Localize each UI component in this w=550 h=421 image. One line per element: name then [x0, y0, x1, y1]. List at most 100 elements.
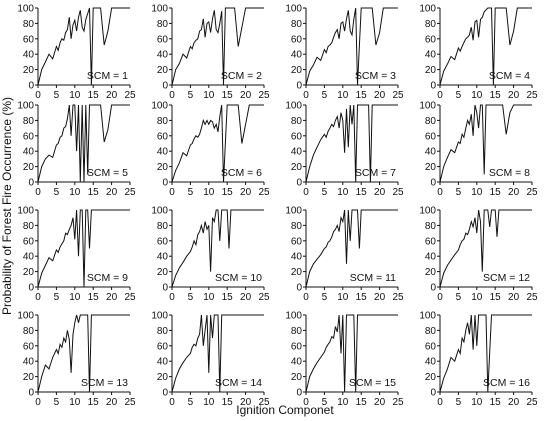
y-tick-label: 20 — [23, 267, 35, 278]
y-tick-label: 100 — [151, 4, 168, 15]
x-tick-label: 10 — [69, 292, 81, 303]
panel-label: SCM = 5 — [87, 167, 128, 179]
y-tick-label: 40 — [23, 357, 35, 368]
probability-series-line — [171, 7, 264, 86]
y-tick-label: 40 — [291, 147, 303, 158]
x-tick-label: 20 — [106, 397, 118, 408]
y-tick-label: 40 — [425, 50, 437, 61]
x-tick-label: 0 — [303, 187, 309, 198]
x-tick-label: 10 — [203, 397, 215, 408]
probability-series-line — [439, 104, 532, 183]
y-tick-label: 100 — [17, 4, 34, 15]
probability-series-line — [305, 209, 398, 288]
probability-series-line — [37, 104, 130, 183]
x-tick-label: 25 — [526, 292, 538, 303]
y-tick-label: 80 — [157, 221, 169, 232]
x-tick-label: 15 — [88, 292, 100, 303]
x-tick-label: 25 — [526, 397, 538, 408]
panel-label: SCM = 4 — [489, 70, 530, 82]
x-tick-label: 5 — [456, 292, 462, 303]
x-tick-label: 15 — [88, 187, 100, 198]
chart-panel-2: 0 20 40 60 80 100 0 5 10 15 20 25 SCM = 2 — [151, 4, 270, 102]
x-tick-label: 10 — [69, 90, 81, 101]
x-tick-label: 15 — [490, 187, 502, 198]
x-tick-label: 15 — [88, 397, 100, 408]
x-tick-label: 10 — [203, 187, 215, 198]
x-tick-label: 0 — [35, 397, 41, 408]
x-tick-label: 25 — [392, 397, 404, 408]
x-tick-label: 0 — [303, 397, 309, 408]
y-tick-label: 100 — [17, 311, 34, 322]
panel-label: SCM = 12 — [483, 272, 530, 284]
x-tick-label: 15 — [222, 90, 234, 101]
y-tick-label: 60 — [291, 34, 303, 45]
x-tick-label: 15 — [490, 292, 502, 303]
chart-panel-12: 0 20 40 60 80 100 0 5 10 15 20 25 SCM = 12 — [419, 206, 538, 304]
x-tick-label: 5 — [322, 292, 328, 303]
x-tick-label: 20 — [106, 187, 118, 198]
y-tick-label: 0 — [296, 178, 302, 189]
probability-series-line — [37, 7, 130, 86]
probability-series-line — [37, 314, 130, 393]
x-tick-label: 5 — [322, 90, 328, 101]
y-tick-label: 20 — [157, 65, 169, 76]
x-tick-label: 0 — [169, 90, 175, 101]
y-tick-label: 0 — [296, 283, 302, 294]
x-tick-label: 20 — [240, 90, 252, 101]
y-tick-label: 60 — [425, 236, 437, 247]
x-tick-label: 5 — [188, 90, 194, 101]
y-tick-label: 80 — [23, 221, 35, 232]
y-tick-label: 100 — [17, 101, 34, 112]
x-tick-label: 10 — [337, 90, 349, 101]
panel-label: SCM = 15 — [349, 377, 396, 389]
probability-series-line — [305, 104, 398, 183]
panel-label: SCM = 11 — [350, 272, 396, 284]
x-tick-label: 10 — [203, 90, 215, 101]
x-tick-label: 25 — [258, 187, 270, 198]
y-tick-label: 20 — [291, 162, 303, 173]
y-tick-label: 40 — [157, 50, 169, 61]
chart-panel-8: 0 20 40 60 80 100 0 5 10 15 20 25 SCM = 8 — [419, 101, 538, 199]
y-tick-label: 40 — [291, 252, 303, 263]
chart-panel-5: 0 20 40 60 80 100 0 5 10 15 20 25 SCM = 5 — [17, 101, 136, 199]
panel-label: SCM = 3 — [355, 70, 396, 82]
x-tick-label: 20 — [508, 292, 520, 303]
y-tick-label: 80 — [291, 116, 303, 127]
y-tick-label: 0 — [162, 178, 168, 189]
y-tick-label: 0 — [430, 81, 436, 92]
x-tick-label: 0 — [303, 292, 309, 303]
y-tick-label: 0 — [430, 178, 436, 189]
x-tick-label: 15 — [88, 90, 100, 101]
x-tick-label: 25 — [392, 187, 404, 198]
x-tick-label: 15 — [490, 397, 502, 408]
y-tick-label: 20 — [23, 162, 35, 173]
x-tick-label: 15 — [222, 292, 234, 303]
y-tick-label: 40 — [291, 357, 303, 368]
probability-series-line — [439, 7, 532, 86]
y-tick-label: 0 — [28, 178, 34, 189]
y-axis-label: Probability of Forest Fire Occurrence (%… — [0, 97, 14, 315]
y-tick-label: 100 — [17, 206, 34, 217]
y-tick-label: 20 — [425, 65, 437, 76]
y-tick-label: 80 — [425, 221, 437, 232]
x-tick-label: 10 — [337, 292, 349, 303]
y-tick-label: 80 — [425, 326, 437, 337]
panel-label: SCM = 14 — [215, 377, 262, 389]
x-tick-label: 20 — [508, 187, 520, 198]
x-tick-label: 20 — [240, 292, 252, 303]
panel-label: SCM = 1 — [87, 70, 128, 82]
y-tick-label: 60 — [23, 236, 35, 247]
x-tick-label: 15 — [490, 90, 502, 101]
x-tick-label: 15 — [222, 397, 234, 408]
probability-series-line — [171, 314, 264, 393]
y-tick-label: 100 — [419, 311, 436, 322]
y-tick-label: 40 — [425, 357, 437, 368]
y-tick-label: 80 — [157, 19, 169, 30]
x-tick-label: 0 — [169, 292, 175, 303]
probability-series-line — [305, 314, 398, 393]
probability-series-line — [439, 314, 532, 393]
x-tick-label: 0 — [437, 187, 443, 198]
x-tick-label: 20 — [374, 397, 386, 408]
y-tick-label: 80 — [291, 221, 303, 232]
x-tick-label: 20 — [240, 397, 252, 408]
